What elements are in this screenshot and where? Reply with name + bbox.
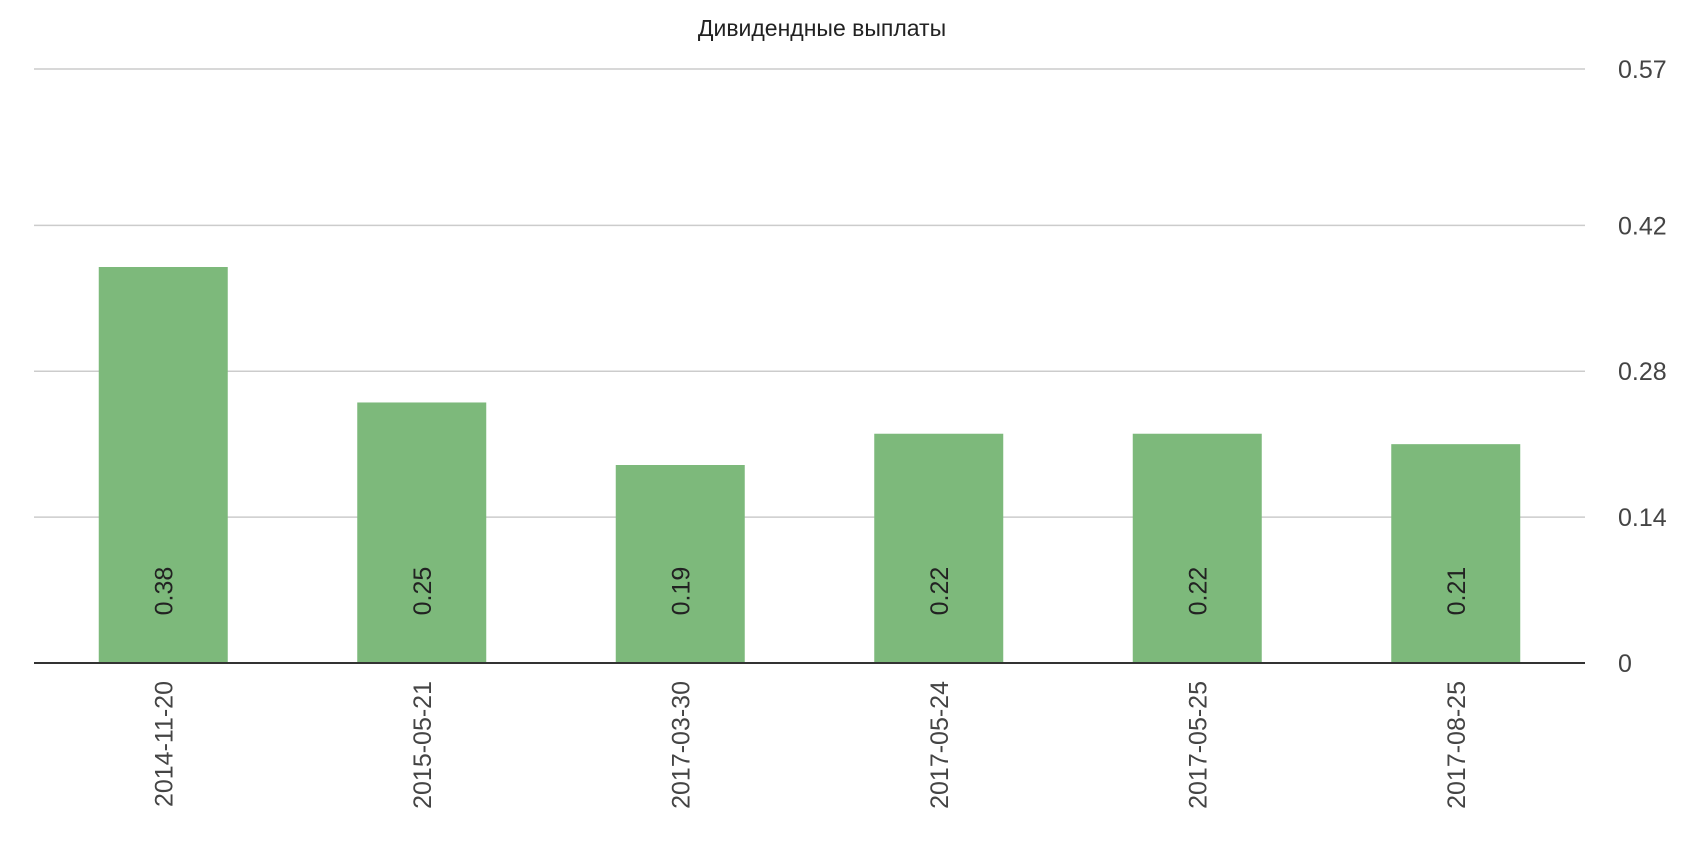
data-label: 0.38 [150, 567, 178, 616]
x-tick-label: 2017-05-25 [1184, 681, 1212, 809]
y-tick-label: 0.28 [1618, 358, 1667, 386]
y-tick-label: 0 [1618, 650, 1632, 678]
x-tick-label: 2017-05-24 [926, 681, 954, 809]
bar [874, 433, 1004, 663]
axes: 0 0.14 0.28 0.42 0.57 2014-11-20 2015-05-21 201… [34, 56, 1667, 809]
x-tick-label: 2017-03-30 [667, 681, 695, 809]
bar [357, 402, 487, 663]
data-label: 0.25 [409, 567, 437, 616]
x-tick-label: 2015-05-21 [409, 681, 437, 809]
bars [98, 267, 1521, 663]
gridlines [34, 68, 1585, 518]
y-tick-label: 0.42 [1618, 212, 1667, 240]
x-tick-label: 2014-11-20 [150, 681, 178, 807]
data-label: 0.21 [1443, 567, 1471, 616]
bar [98, 267, 228, 663]
x-tick-label: 2017-08-25 [1443, 681, 1471, 809]
chart-title: Дивидендные выплаты [698, 15, 946, 41]
bar [615, 465, 745, 663]
bar [1132, 433, 1262, 663]
data-labels: 0.38 0.25 0.19 0.22 0.22 0.21 [150, 567, 1471, 616]
y-tick-label: 0.57 [1618, 56, 1667, 84]
data-label: 0.22 [1184, 567, 1212, 616]
data-label: 0.19 [667, 567, 695, 616]
bar [1391, 444, 1521, 663]
data-label: 0.22 [926, 567, 954, 616]
y-tick-label: 0.14 [1618, 504, 1667, 532]
